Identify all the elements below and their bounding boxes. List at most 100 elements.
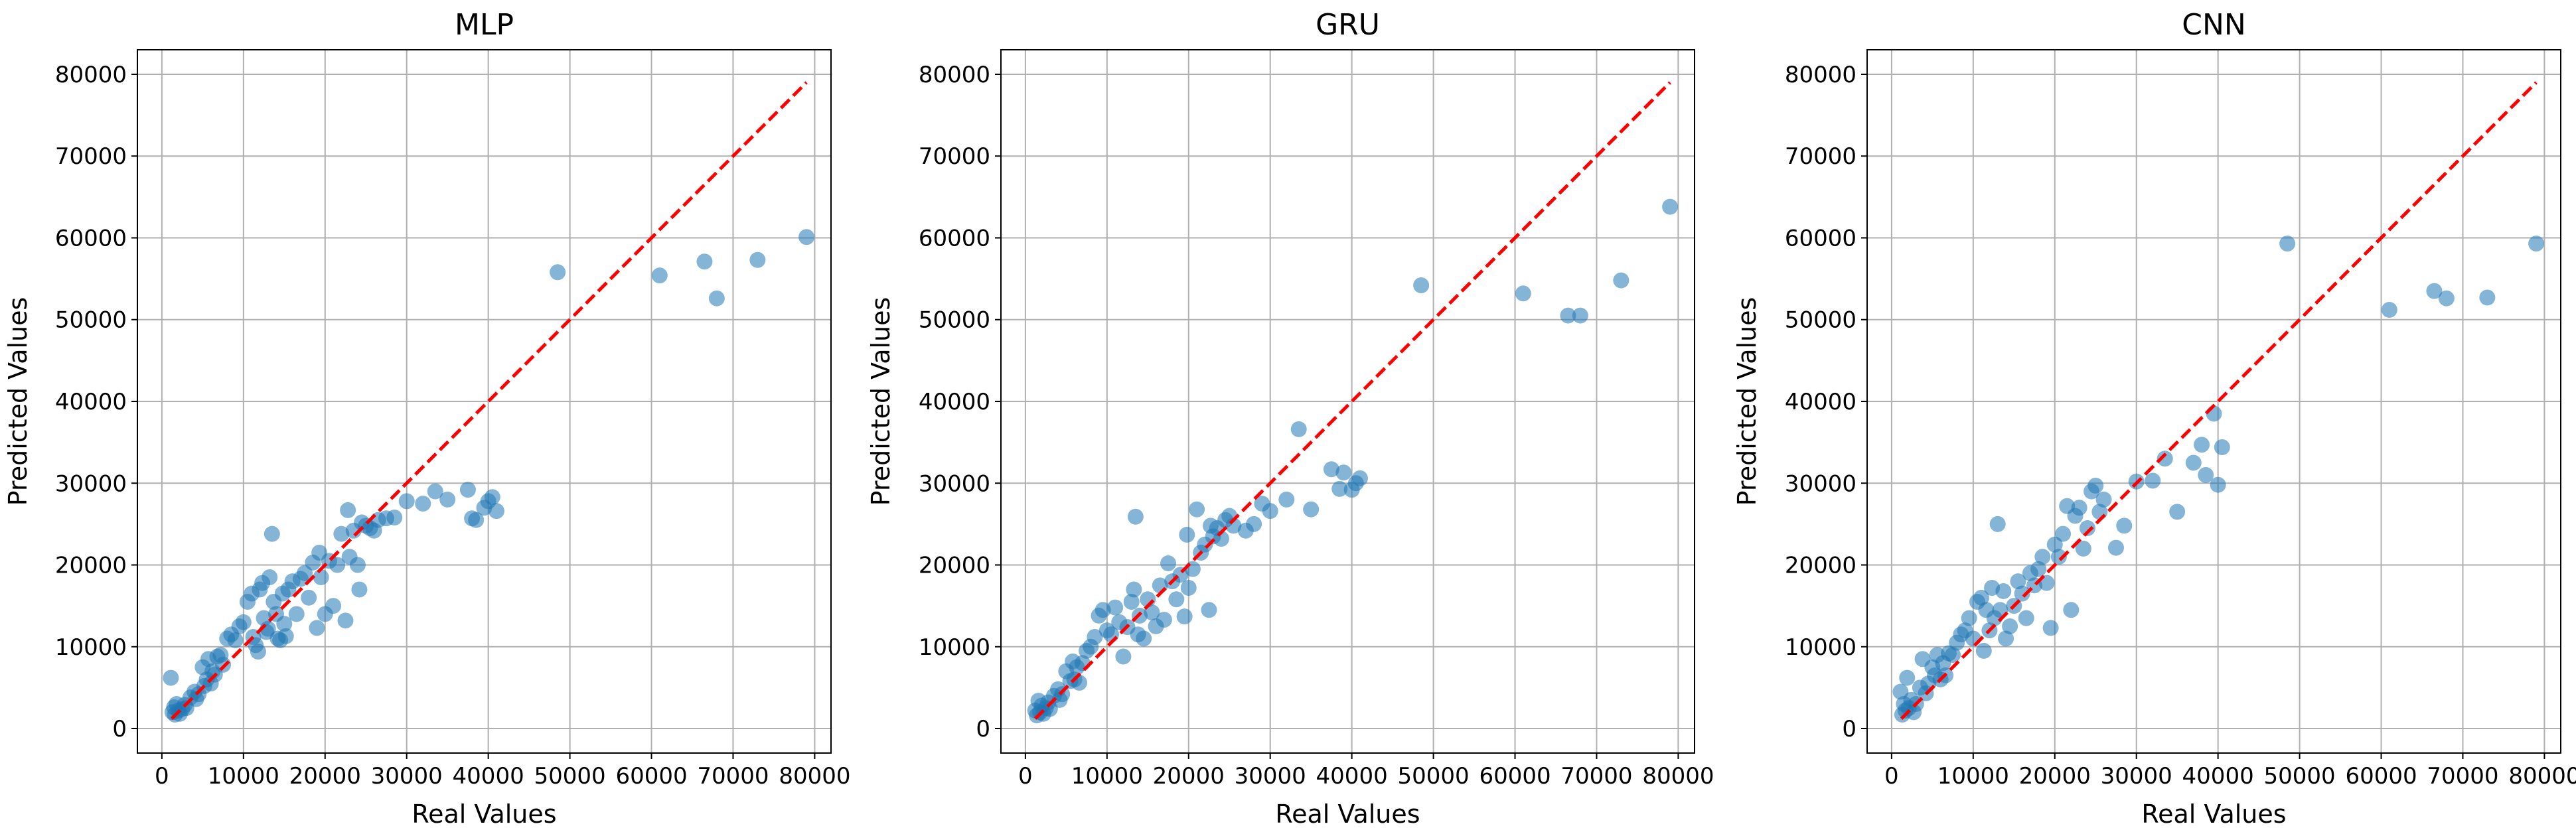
y-tick-label: 0 (1842, 716, 1856, 742)
reference-line (1900, 81, 2538, 720)
y-tick-label: 10000 (919, 634, 990, 661)
data-point (2194, 437, 2210, 453)
y-tick-label: 10000 (1785, 634, 1856, 661)
data-point (1323, 461, 1339, 478)
data-point (2079, 520, 2095, 537)
data-point (2075, 540, 2091, 557)
y-axis-label: Predicted Values (866, 297, 895, 506)
y-tick-label: 20000 (55, 553, 127, 579)
data-point (2034, 549, 2051, 565)
x-tick-label: 30000 (2101, 763, 2172, 790)
data-point (349, 557, 366, 573)
y-tick-label: 80000 (1785, 62, 1856, 88)
data-point (2055, 525, 2072, 542)
y-tick-label: 70000 (1785, 143, 1856, 170)
data-point (2107, 539, 2124, 556)
data-point (1213, 531, 1229, 547)
data-point (163, 669, 179, 686)
data-point (1973, 589, 1990, 606)
y-tick-label: 40000 (919, 389, 990, 415)
data-point (329, 557, 346, 573)
data-point (1144, 604, 1160, 620)
data-point (227, 632, 244, 648)
data-point (1515, 285, 1531, 302)
data-point (2438, 290, 2455, 307)
data-point (415, 496, 431, 512)
x-tick-label: 40000 (1316, 763, 1388, 790)
data-point (276, 616, 293, 632)
data-point (1160, 555, 1177, 572)
data-point (2169, 504, 2186, 520)
data-point (2116, 518, 2133, 534)
data-point (1168, 591, 1185, 608)
data-point (2214, 439, 2230, 456)
data-point (708, 290, 725, 307)
data-point (1095, 602, 1111, 618)
y-tick-label: 80000 (55, 62, 127, 88)
data-point (262, 569, 278, 585)
x-tick-label: 80000 (779, 763, 850, 790)
data-point (301, 589, 317, 606)
x-tick-label: 0 (155, 763, 169, 790)
grid (1001, 50, 1695, 753)
data-point (2185, 454, 2202, 471)
y-tick-label: 30000 (55, 470, 127, 497)
data-point (2050, 549, 2067, 565)
data-point (1662, 198, 1679, 215)
data-point (439, 491, 456, 508)
y-tick-label: 50000 (55, 307, 127, 334)
plot-frame (137, 49, 832, 754)
panel-mlp: MLP Real Values Predicted Values 0 10000 2… (3, 8, 850, 829)
data-point (264, 525, 280, 542)
x-tick-label: 50000 (1398, 763, 1470, 790)
y-tick-label: 50000 (1785, 307, 1856, 334)
y-tick-label: 80000 (919, 62, 990, 88)
y-axis-label: Predicted Values (1732, 297, 1762, 506)
data-point (484, 489, 500, 506)
ticks: 0 10000 20000 30000 40000 50000 60000 70000 8000… (919, 62, 1714, 790)
ticks: 0 10000 20000 30000 40000 50000 60000 70000 8000… (1785, 62, 2576, 790)
data-point (1201, 602, 1217, 618)
panel-cnn: CNN Real Values Predicted Values 0 10000 2… (1732, 8, 2576, 829)
x-tick-label: 10000 (1937, 763, 2009, 790)
x-tick-label: 50000 (534, 763, 606, 790)
y-tick-label: 60000 (55, 225, 127, 251)
data-point (1413, 277, 1430, 293)
y-tick-label: 30000 (1785, 470, 1856, 497)
plot-frame (1000, 49, 1695, 754)
x-axis-label: Real Values (2141, 799, 2286, 829)
y-tick-label: 60000 (1785, 225, 1856, 251)
data-point (1123, 593, 1140, 610)
y-tick-label: 70000 (55, 143, 127, 170)
x-tick-label: 70000 (2427, 763, 2498, 790)
data-point (1087, 628, 1103, 645)
data-point (696, 253, 713, 270)
x-tick-label: 30000 (1235, 763, 1306, 790)
data-point (340, 502, 356, 518)
data-point (1995, 583, 2012, 599)
data-point (1156, 612, 1172, 628)
x-tick-label: 30000 (371, 763, 443, 790)
data-point (1127, 508, 1144, 525)
chart-title: MLP (455, 8, 514, 42)
data-point (337, 612, 354, 629)
data-point (2095, 491, 2112, 508)
x-tick-label: 10000 (1071, 763, 1143, 790)
data-point (1246, 516, 1262, 532)
data-point (1115, 648, 1132, 665)
data-point (1071, 675, 1088, 691)
data-point (398, 493, 415, 510)
data-point (2528, 236, 2545, 252)
y-tick-label: 60000 (919, 225, 990, 251)
data-point (1189, 501, 1205, 518)
data-point (1136, 630, 1152, 647)
data-point (2002, 618, 2018, 634)
scatter-points (1027, 198, 1679, 724)
data-point (1961, 610, 1977, 626)
y-tick-label: 20000 (919, 553, 990, 579)
y-tick-label: 40000 (1785, 389, 1856, 415)
data-point (2479, 289, 2496, 306)
data-point (651, 267, 668, 284)
